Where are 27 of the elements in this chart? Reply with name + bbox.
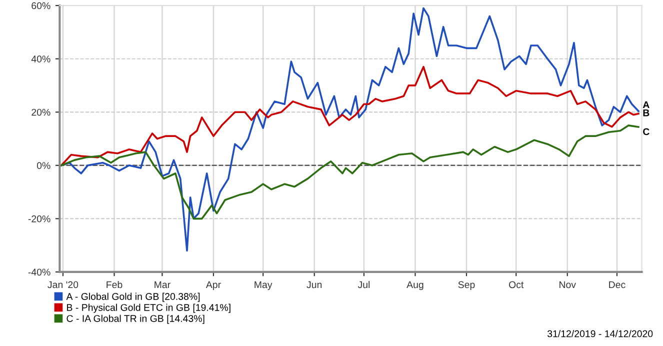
x-tick-label: Nov — [560, 281, 576, 288]
x-tick-label: Apr — [206, 281, 221, 290]
annotation: A — [642, 101, 650, 108]
legend-label: A - Global Gold in GB [20.38%] — [66, 292, 200, 302]
x-tick-label: Oct — [509, 281, 524, 288]
x-tick-label: Sep — [458, 281, 475, 290]
text: 31/12/2019 - 14/12/2020 — [547, 330, 653, 338]
annotation: B — [643, 110, 650, 116]
x-tick-label: May — [254, 281, 272, 290]
x-tick-label: Aug — [406, 281, 424, 290]
y-tick-label: 40% — [31, 56, 50, 62]
y-tick-label: 60% — [32, 2, 50, 10]
x-tick-label: Feb — [106, 280, 122, 288]
y-tick-label: 20% — [32, 108, 50, 116]
y-tick-label: -40% — [28, 268, 50, 276]
line-series — [60, 66, 640, 166]
x-tick-label: Jun — [306, 281, 322, 288]
legend-label: B - Physical Gold ETC in GB [19.41%] — [67, 304, 230, 313]
y-tick-label: -20% — [28, 215, 50, 222]
line-series — [60, 124, 640, 220]
x-tick-label: Jul — [358, 280, 370, 288]
x-tick-label: Dec — [609, 281, 626, 288]
x-tick-label: Mar — [154, 281, 170, 288]
x-tick-label: Jan '20 — [48, 281, 78, 288]
annotation: C — [643, 128, 650, 136]
legend-label: C - IA Global TR in GB [14.43%] — [66, 314, 204, 324]
y-tick-label: 0% — [36, 162, 50, 170]
